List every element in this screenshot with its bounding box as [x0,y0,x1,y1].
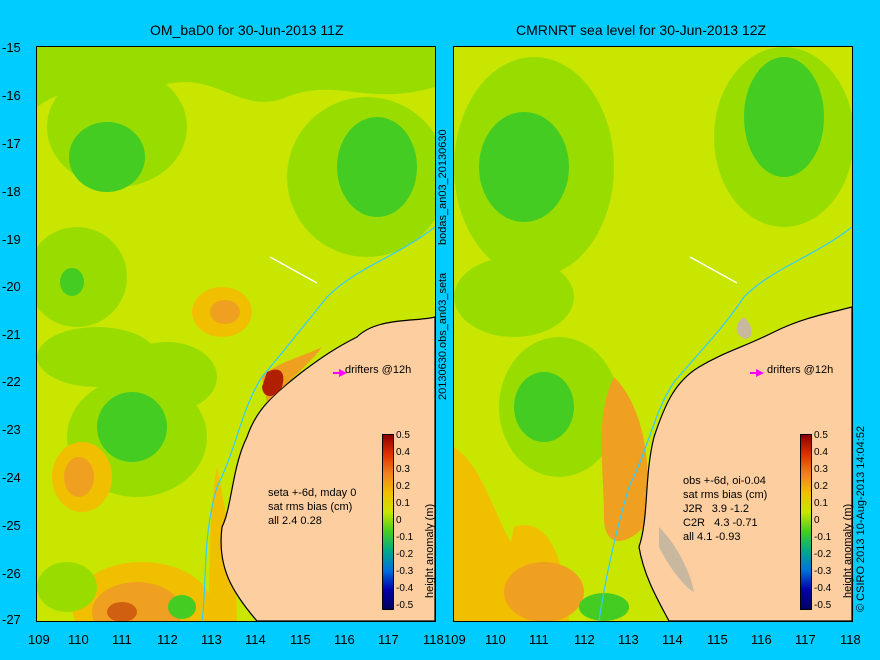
colorbar-tick: 0 [396,515,402,526]
left-drifters-label: drifters @12h [345,364,412,376]
x-tick-label-left: 114 [245,632,266,647]
right-stats-text: obs +-6d, oi-0.04 sat rms bias (cm) J2R … [683,475,768,543]
x-tick-label-right: 114 [662,632,683,647]
right-map-title: CMRNRT sea level for 30-Jun-2013 12Z [516,22,767,38]
model-run-label: bodas_an03_20130630 [437,129,449,245]
colorbar-tick: 0.2 [814,481,828,492]
y-tick-label: -27 [2,612,21,627]
right-colorbar-label: height anomaly (m) [842,503,854,598]
left-map-panel [36,46,436,622]
right-map-panel [453,46,853,622]
colorbar-tick: -0.3 [396,566,414,577]
x-tick-label-right: 113 [618,632,639,647]
y-tick-label: -21 [2,327,21,342]
x-tick-label-left: 117 [378,632,399,647]
x-tick-label-right: 116 [751,632,772,647]
x-tick-label-right: 110 [485,632,506,647]
y-tick-label: -15 [2,40,21,55]
colorbar-tick: -0.2 [396,549,414,560]
colorbar-tick: -0.1 [396,532,414,543]
right-drifters-label: drifters @12h [767,364,834,376]
colorbar-tick: 0.2 [396,481,410,492]
x-tick-label-left: 109 [28,632,50,647]
obs-file-label: 20130630.obs_an03_seta [437,272,449,400]
left-stats-text: seta +-6d, mday 0 sat rms bias (cm) all … [268,487,357,527]
y-tick-label: -19 [2,232,21,247]
x-tick-label-left: 112 [157,632,178,647]
y-tick-label: -16 [2,88,21,103]
x-tick-label-right: 115 [707,632,728,647]
x-tick-label-left: 113 [201,632,222,647]
x-tick-label-right: 111 [529,632,549,647]
x-tick-label-right: 112 [574,632,595,647]
y-tick-label: -20 [2,279,21,294]
colorbar-tick: -0.5 [396,600,414,611]
y-tick-label: -25 [2,518,21,533]
colorbar-tick: 0.3 [814,464,828,475]
colorbar-tick: 0.4 [396,447,410,458]
y-tick-label: -22 [2,374,21,389]
colorbar-tick: 0.5 [396,430,410,441]
x-tick-label-left: 116 [334,632,355,647]
right-colorbar [800,434,812,610]
x-tick-label-right: 117 [795,632,816,647]
colorbar-tick: 0.4 [814,447,828,458]
y-tick-label: -17 [2,136,21,151]
colorbar-tick: 0.1 [814,498,828,509]
colorbar-tick: 0 [814,515,820,526]
x-tick-label-right: 109 [444,632,466,647]
colorbar-tick: -0.5 [814,600,832,611]
colorbar-tick: 0.1 [396,498,410,509]
colorbar-tick: -0.1 [814,532,832,543]
y-tick-label: -26 [2,566,21,581]
x-tick-label-left: 111 [112,632,132,647]
colorbar-tick: -0.2 [814,549,832,560]
colorbar-tick: -0.3 [814,566,832,577]
x-tick-label-right: 118 [840,632,861,647]
x-tick-label-left: 118 [423,632,444,647]
colorbar-tick: 0.5 [814,430,828,441]
left-colorbar [382,434,394,610]
y-tick-label: -24 [2,470,21,485]
x-tick-label-left: 115 [290,632,311,647]
colorbar-tick: -0.4 [396,583,414,594]
y-tick-label: -23 [2,422,21,437]
x-tick-label-left: 110 [68,632,89,647]
colorbar-tick: 0.3 [396,464,410,475]
colorbar-tick: -0.4 [814,583,832,594]
y-tick-label: -18 [2,184,21,199]
left-map-title: OM_baD0 for 30-Jun-2013 11Z [150,22,344,38]
left-colorbar-label: height anomaly (m) [424,503,436,598]
copyright-label: © CSIRO 2013 10-Aug-2013 14:04:52 [855,425,867,612]
